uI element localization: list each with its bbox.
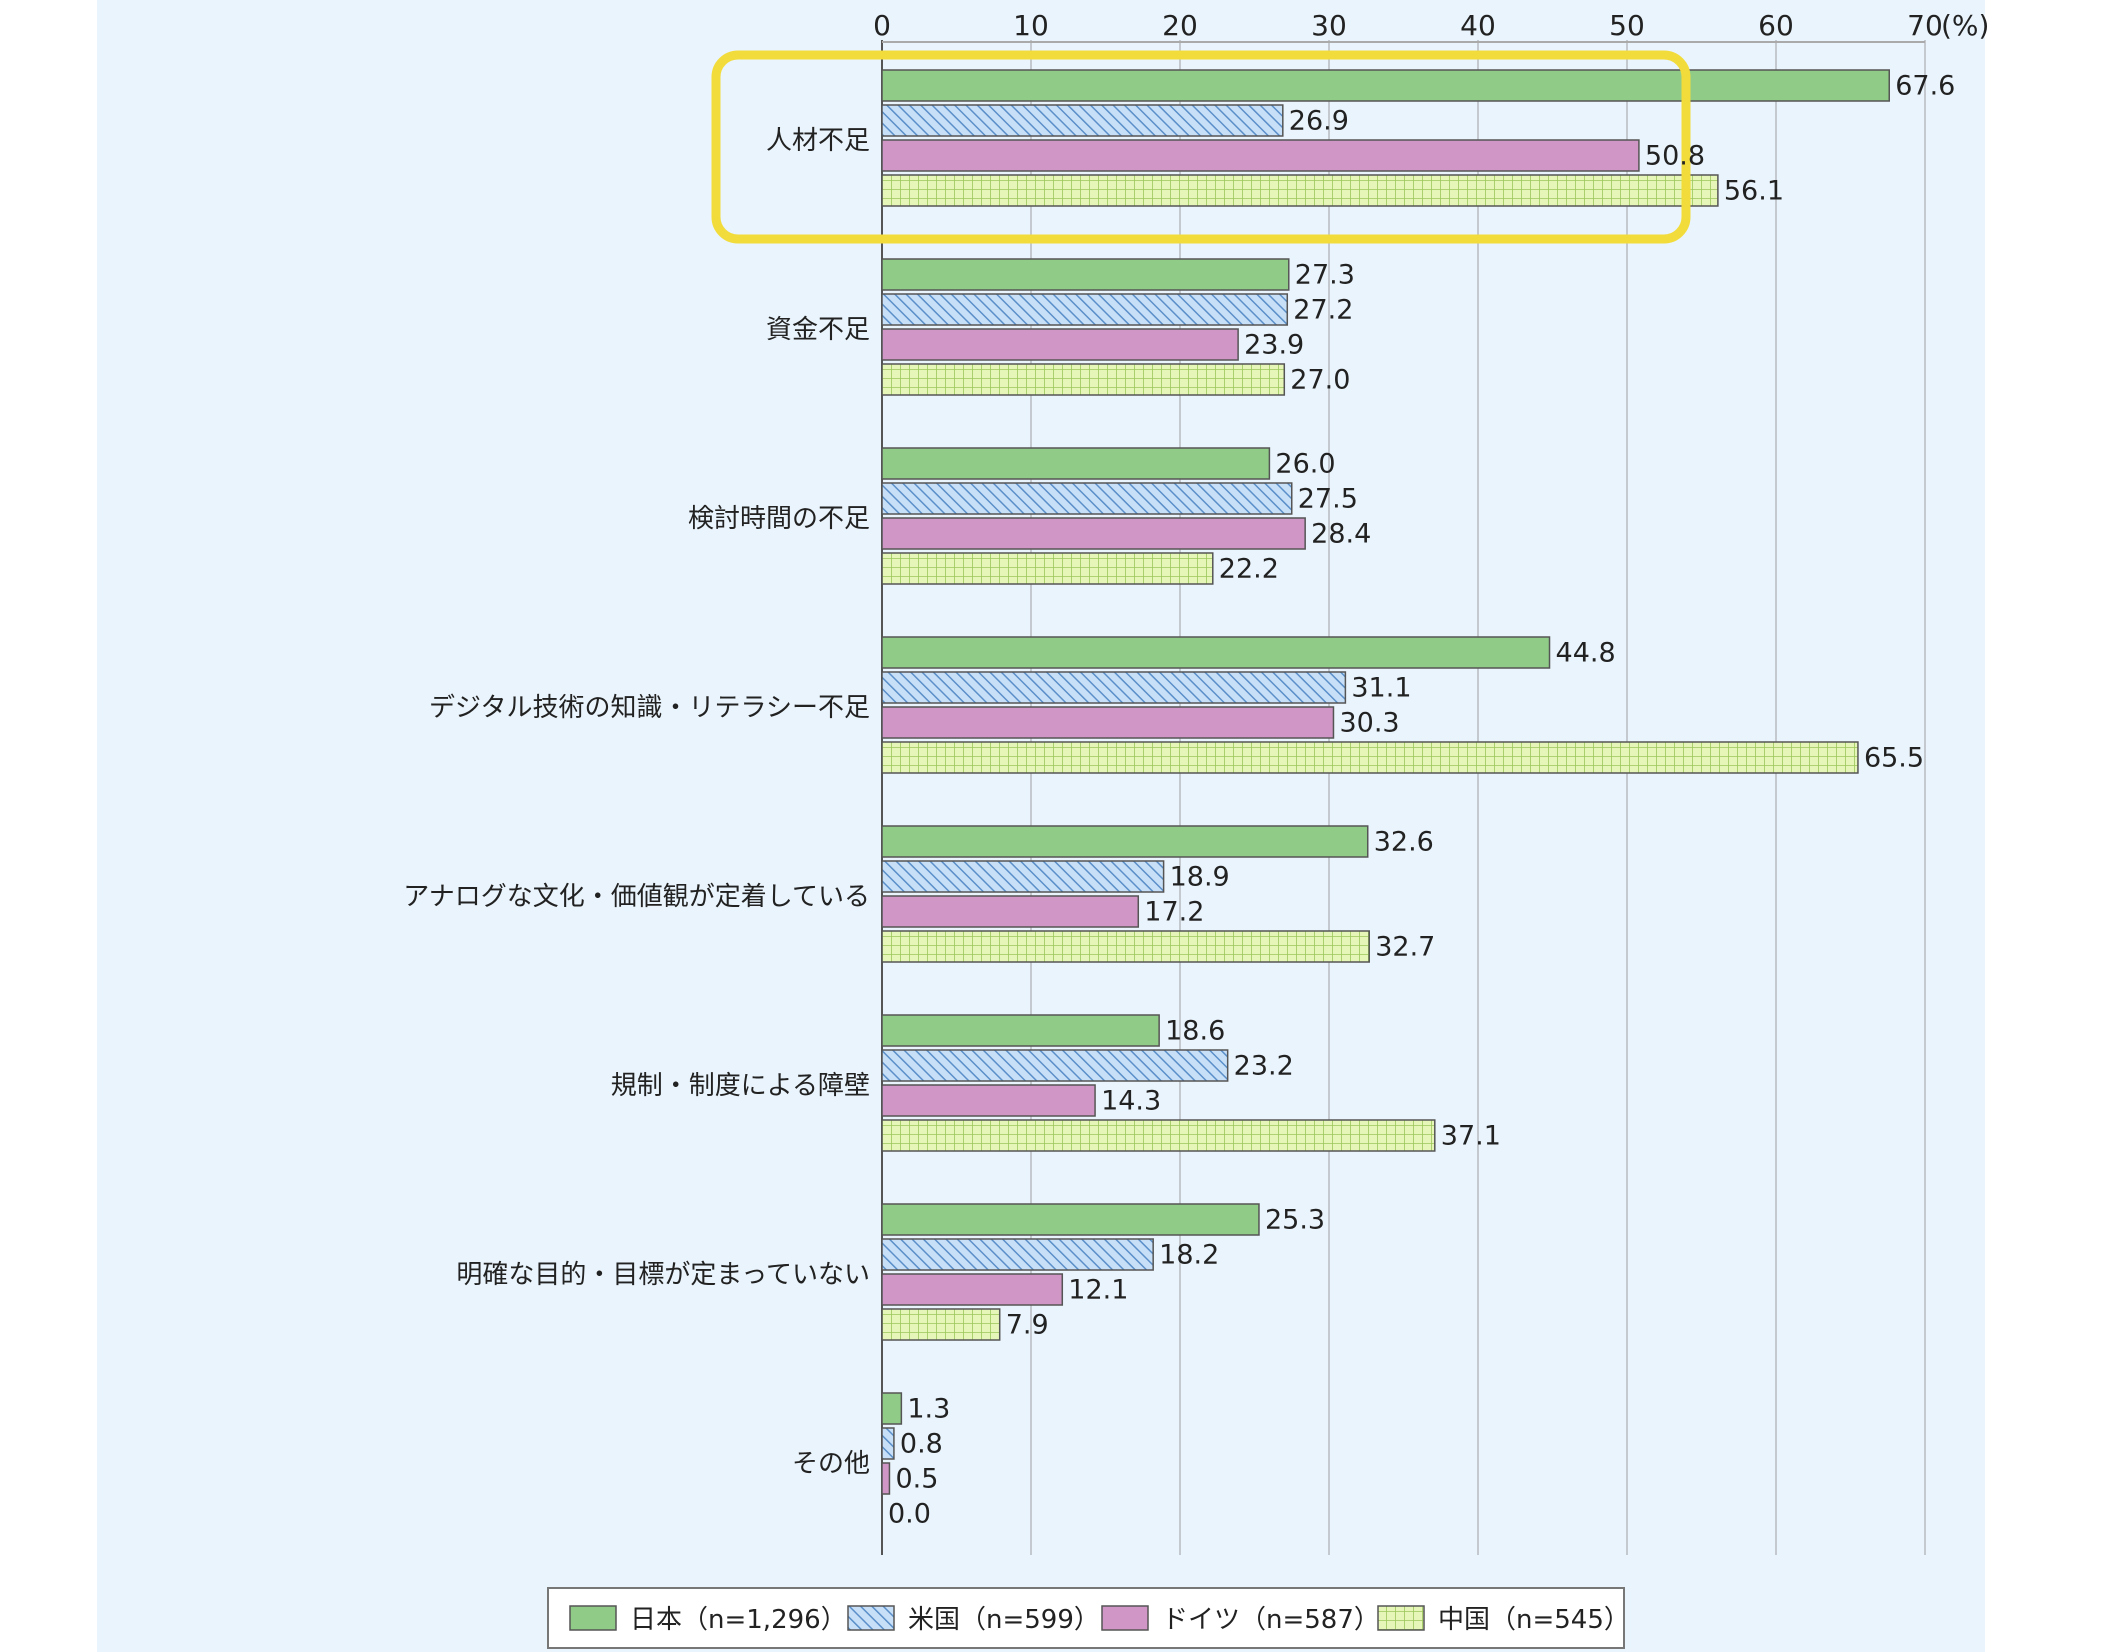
data-label: 18.2: [1159, 1240, 1219, 1271]
bar: [881, 1238, 1154, 1271]
x-tick-label: 30: [1311, 9, 1347, 42]
bar: [881, 552, 1214, 585]
category-label: その他: [792, 1449, 870, 1479]
data-label: 27.0: [1290, 365, 1350, 396]
legend: 日本（n=1,296） 米国（n=599） ドイツ（n=587） 中国（n=545）: [547, 1587, 1630, 1649]
bar: [881, 69, 1890, 102]
bar: [881, 706, 1335, 739]
data-label: 7.9: [1006, 1310, 1049, 1341]
bar: [881, 1427, 895, 1460]
bar: [881, 1462, 891, 1495]
data-label: 37.1: [1441, 1121, 1501, 1152]
data-label: 12.1: [1068, 1275, 1128, 1306]
bar: [881, 741, 1859, 774]
bar: [881, 825, 1369, 858]
category-label: 規制・制度による障壁: [611, 1071, 870, 1101]
legend-swatch: [1101, 1605, 1149, 1631]
data-label: 18.9: [1170, 862, 1230, 893]
data-label: 1.3: [907, 1394, 950, 1425]
bar: [881, 1203, 1260, 1236]
data-label: 18.6: [1165, 1016, 1225, 1047]
data-label: 26.0: [1275, 449, 1335, 480]
bar: [881, 860, 1165, 893]
data-label: 27.2: [1293, 295, 1353, 326]
x-tick-label: 40: [1460, 9, 1496, 42]
bar: [881, 517, 1306, 550]
data-label: 67.6: [1895, 71, 1955, 102]
bar: [881, 139, 1640, 172]
data-label: 56.1: [1724, 176, 1784, 207]
data-label: 0.8: [900, 1429, 943, 1460]
data-label: 31.1: [1351, 673, 1411, 704]
bar: [881, 104, 1284, 137]
legend-label: 米国（n=599）: [908, 1605, 1100, 1635]
data-label: 22.2: [1219, 554, 1279, 585]
legend-swatch: [847, 1605, 895, 1631]
bar: [881, 1273, 1064, 1306]
bar: [881, 363, 1286, 396]
category-label: 明確な目的・目標が定まっていない: [456, 1260, 870, 1290]
bar: [881, 482, 1293, 515]
bar: [881, 636, 1551, 669]
bar: [881, 1119, 1436, 1152]
data-label: 32.6: [1374, 827, 1434, 858]
legend-swatch: [1377, 1605, 1425, 1631]
category-label: 検討時間の不足: [688, 504, 870, 534]
data-label: 23.9: [1244, 330, 1304, 361]
data-label: 14.3: [1101, 1086, 1161, 1117]
x-tick-label: 20: [1162, 9, 1198, 42]
grid-lines: [881, 40, 1926, 1555]
data-label: 26.9: [1289, 106, 1349, 137]
bar: [881, 447, 1271, 480]
data-label: 27.3: [1295, 260, 1355, 291]
bar: [881, 293, 1289, 326]
data-label: 32.7: [1375, 932, 1435, 963]
bar: [881, 258, 1290, 291]
data-label: 25.3: [1265, 1205, 1325, 1236]
data-label: 44.8: [1556, 638, 1616, 669]
category-label: 資金不足: [766, 315, 870, 345]
category-label: 人材不足: [766, 126, 870, 156]
x-tick-label: 10: [1013, 9, 1049, 42]
bar: [881, 174, 1719, 207]
bar: [881, 895, 1140, 928]
data-label: 30.3: [1339, 708, 1399, 739]
data-label: 23.2: [1234, 1051, 1294, 1082]
bar: [881, 671, 1347, 704]
bar: [881, 1308, 1001, 1341]
data-label: 0.0: [888, 1499, 931, 1530]
data-label: 17.2: [1144, 897, 1204, 928]
x-tick-label: 0: [873, 9, 891, 42]
bar: [881, 930, 1370, 963]
category-label: アナログな文化・価値観が定着している: [403, 882, 870, 912]
legend-box: [547, 1587, 1625, 1649]
data-label: 50.8: [1645, 141, 1705, 172]
x-tick-label: 70: [1907, 9, 1943, 42]
bar: [881, 1084, 1096, 1117]
bar: [881, 328, 1239, 361]
data-label: 0.5: [895, 1464, 938, 1495]
data-label: 28.4: [1311, 519, 1371, 550]
highlight-box: [711, 50, 1691, 244]
data-label: 65.5: [1864, 743, 1924, 774]
category-label: デジタル技術の知識・リテラシー不足: [429, 693, 870, 723]
bar: [881, 1392, 903, 1425]
bar: [881, 1014, 1160, 1047]
x-axis-unit: (%): [1941, 9, 1989, 42]
legend-label: ドイツ（n=587）: [1162, 1605, 1380, 1635]
legend-label: 中国（n=545）: [1438, 1605, 1630, 1635]
labels: 人材不足 67.6 26.9 50.8 56.1 資金不足 27.3 27.2 23.9 27.0…: [403, 50, 1955, 1530]
bars: [881, 69, 1890, 1495]
x-axis: 0 10 20 30 40 50 60 70(%): [873, 9, 1989, 43]
x-tick-label: 60: [1758, 9, 1794, 42]
data-label: 27.5: [1298, 484, 1358, 515]
x-tick-label: 50: [1609, 9, 1645, 42]
legend-swatch: [569, 1605, 617, 1631]
legend-label: 日本（n=1,296）: [630, 1605, 847, 1635]
bar: [881, 1049, 1229, 1082]
